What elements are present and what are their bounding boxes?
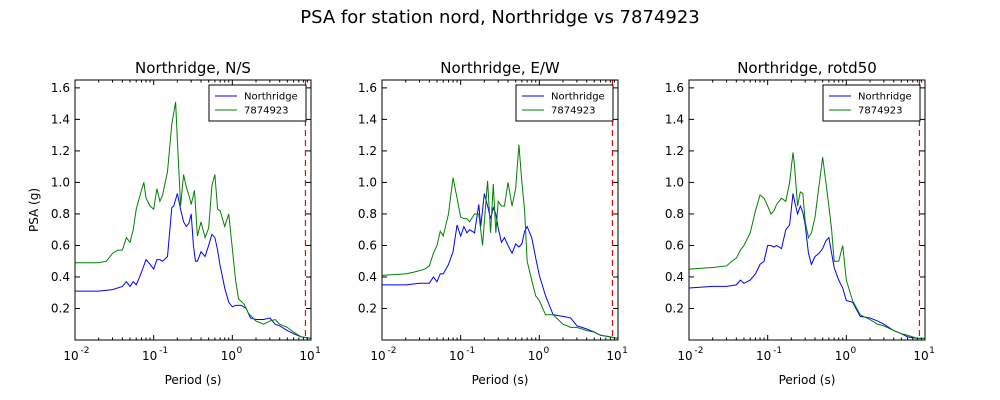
x-tick-label: 10	[142, 349, 157, 363]
axes-frame	[688, 79, 926, 341]
legend-label: 7874923	[244, 106, 289, 117]
x-tick-label: 10	[528, 349, 543, 363]
y-tick-label: 0.4	[665, 270, 684, 284]
x-tick-label: 10	[370, 349, 385, 363]
panel-1: Northridge, E/W 0.2 0.4 0.6 0.8 1.0 1.2 1.4 1.6 1…	[358, 59, 628, 387]
y-tick-label: 1.6	[358, 81, 377, 95]
y-tick-label: 0.2	[51, 301, 70, 315]
y-tick-label: 0.4	[358, 270, 377, 284]
y-tick-label: 0.2	[665, 301, 684, 315]
x-tick-label: 10	[756, 349, 771, 363]
y-tick-label: 0.6	[358, 238, 377, 252]
x-tick-exponent: 1	[315, 346, 321, 356]
x-tick-exponent: 1	[622, 346, 628, 356]
y-tick-label: 1.0	[51, 175, 70, 189]
x-axis-label: Period (s)	[165, 373, 222, 387]
y-tick-label: 1.2	[665, 144, 684, 158]
legend-label: Northridge	[858, 92, 912, 103]
panel-title: Northridge, rotd50	[737, 59, 877, 77]
legend-box	[208, 84, 307, 122]
x-tick-exponent: -1	[773, 346, 782, 356]
y-tick-label: 1.4	[665, 112, 684, 126]
x-tick-exponent: 0	[850, 346, 856, 356]
x-tick-exponent: 0	[236, 346, 242, 356]
y-tick-label: 1.0	[358, 175, 377, 189]
series-line-simulated	[75, 101, 311, 339]
series-line-northridge	[75, 193, 311, 339]
y-tick-label: 0.8	[358, 207, 377, 221]
x-tick-label: 10	[63, 349, 78, 363]
x-tick-label: 10	[299, 349, 314, 363]
series-line-simulated	[689, 152, 925, 339]
y-tick-label: 1.4	[358, 112, 377, 126]
figure-title: PSA for station nord, Northridge vs 7874…	[300, 7, 699, 28]
y-tick-label: 0.4	[51, 270, 70, 284]
panel-title: Northridge, N/S	[135, 59, 251, 77]
panel-2: Northridge, rotd50 0.2 0.4 0.6 0.8 1.0 1.2 1.4 1…	[665, 59, 935, 387]
y-tick-label: 1.2	[51, 144, 70, 158]
y-tick-label: 0.8	[51, 207, 70, 221]
y-tick-label: 0.8	[665, 207, 684, 221]
legend-label: Northridge	[244, 92, 298, 103]
x-tick-label: 10	[913, 349, 928, 363]
y-axis-label: PSA (g)	[27, 188, 41, 232]
legend-label: 7874923	[551, 106, 596, 117]
x-tick-exponent: -1	[159, 346, 168, 356]
panel-title: Northridge, E/W	[440, 59, 560, 77]
y-tick-label: 0.6	[665, 238, 684, 252]
y-tick-label: 0.6	[51, 238, 70, 252]
legend-box	[515, 84, 614, 122]
series-line-simulated	[382, 144, 618, 339]
y-tick-label: 1.4	[51, 112, 70, 126]
x-tick-label: 10	[677, 349, 692, 363]
y-tick-label: 1.6	[665, 81, 684, 95]
legend-label: 7874923	[858, 106, 903, 117]
y-tick-label: 1.2	[358, 144, 377, 158]
x-tick-exponent: -2	[388, 346, 397, 356]
legend-label: Northridge	[551, 92, 605, 103]
legend-box	[822, 84, 921, 122]
x-axis-label: Period (s)	[779, 373, 836, 387]
x-tick-exponent: -2	[695, 346, 704, 356]
y-tick-label: 1.0	[665, 175, 684, 189]
x-tick-exponent: 0	[543, 346, 549, 356]
panel-0: Northridge, N/S 0.2 0.4 0.6 0.8 1.0 1.2 1.4 1.6 1…	[27, 59, 321, 387]
x-tick-label: 10	[449, 349, 464, 363]
x-tick-exponent: -2	[81, 346, 90, 356]
x-axis-label: Period (s)	[472, 373, 529, 387]
x-tick-label: 10	[835, 349, 850, 363]
series-line-northridge	[382, 193, 618, 339]
y-tick-label: 1.6	[51, 81, 70, 95]
axes-frame	[74, 79, 312, 341]
x-tick-label: 10	[606, 349, 621, 363]
x-tick-exponent: 1	[929, 346, 935, 356]
x-tick-exponent: -1	[466, 346, 475, 356]
y-tick-label: 0.2	[358, 301, 377, 315]
x-tick-label: 10	[221, 349, 236, 363]
axes-frame	[381, 79, 619, 341]
